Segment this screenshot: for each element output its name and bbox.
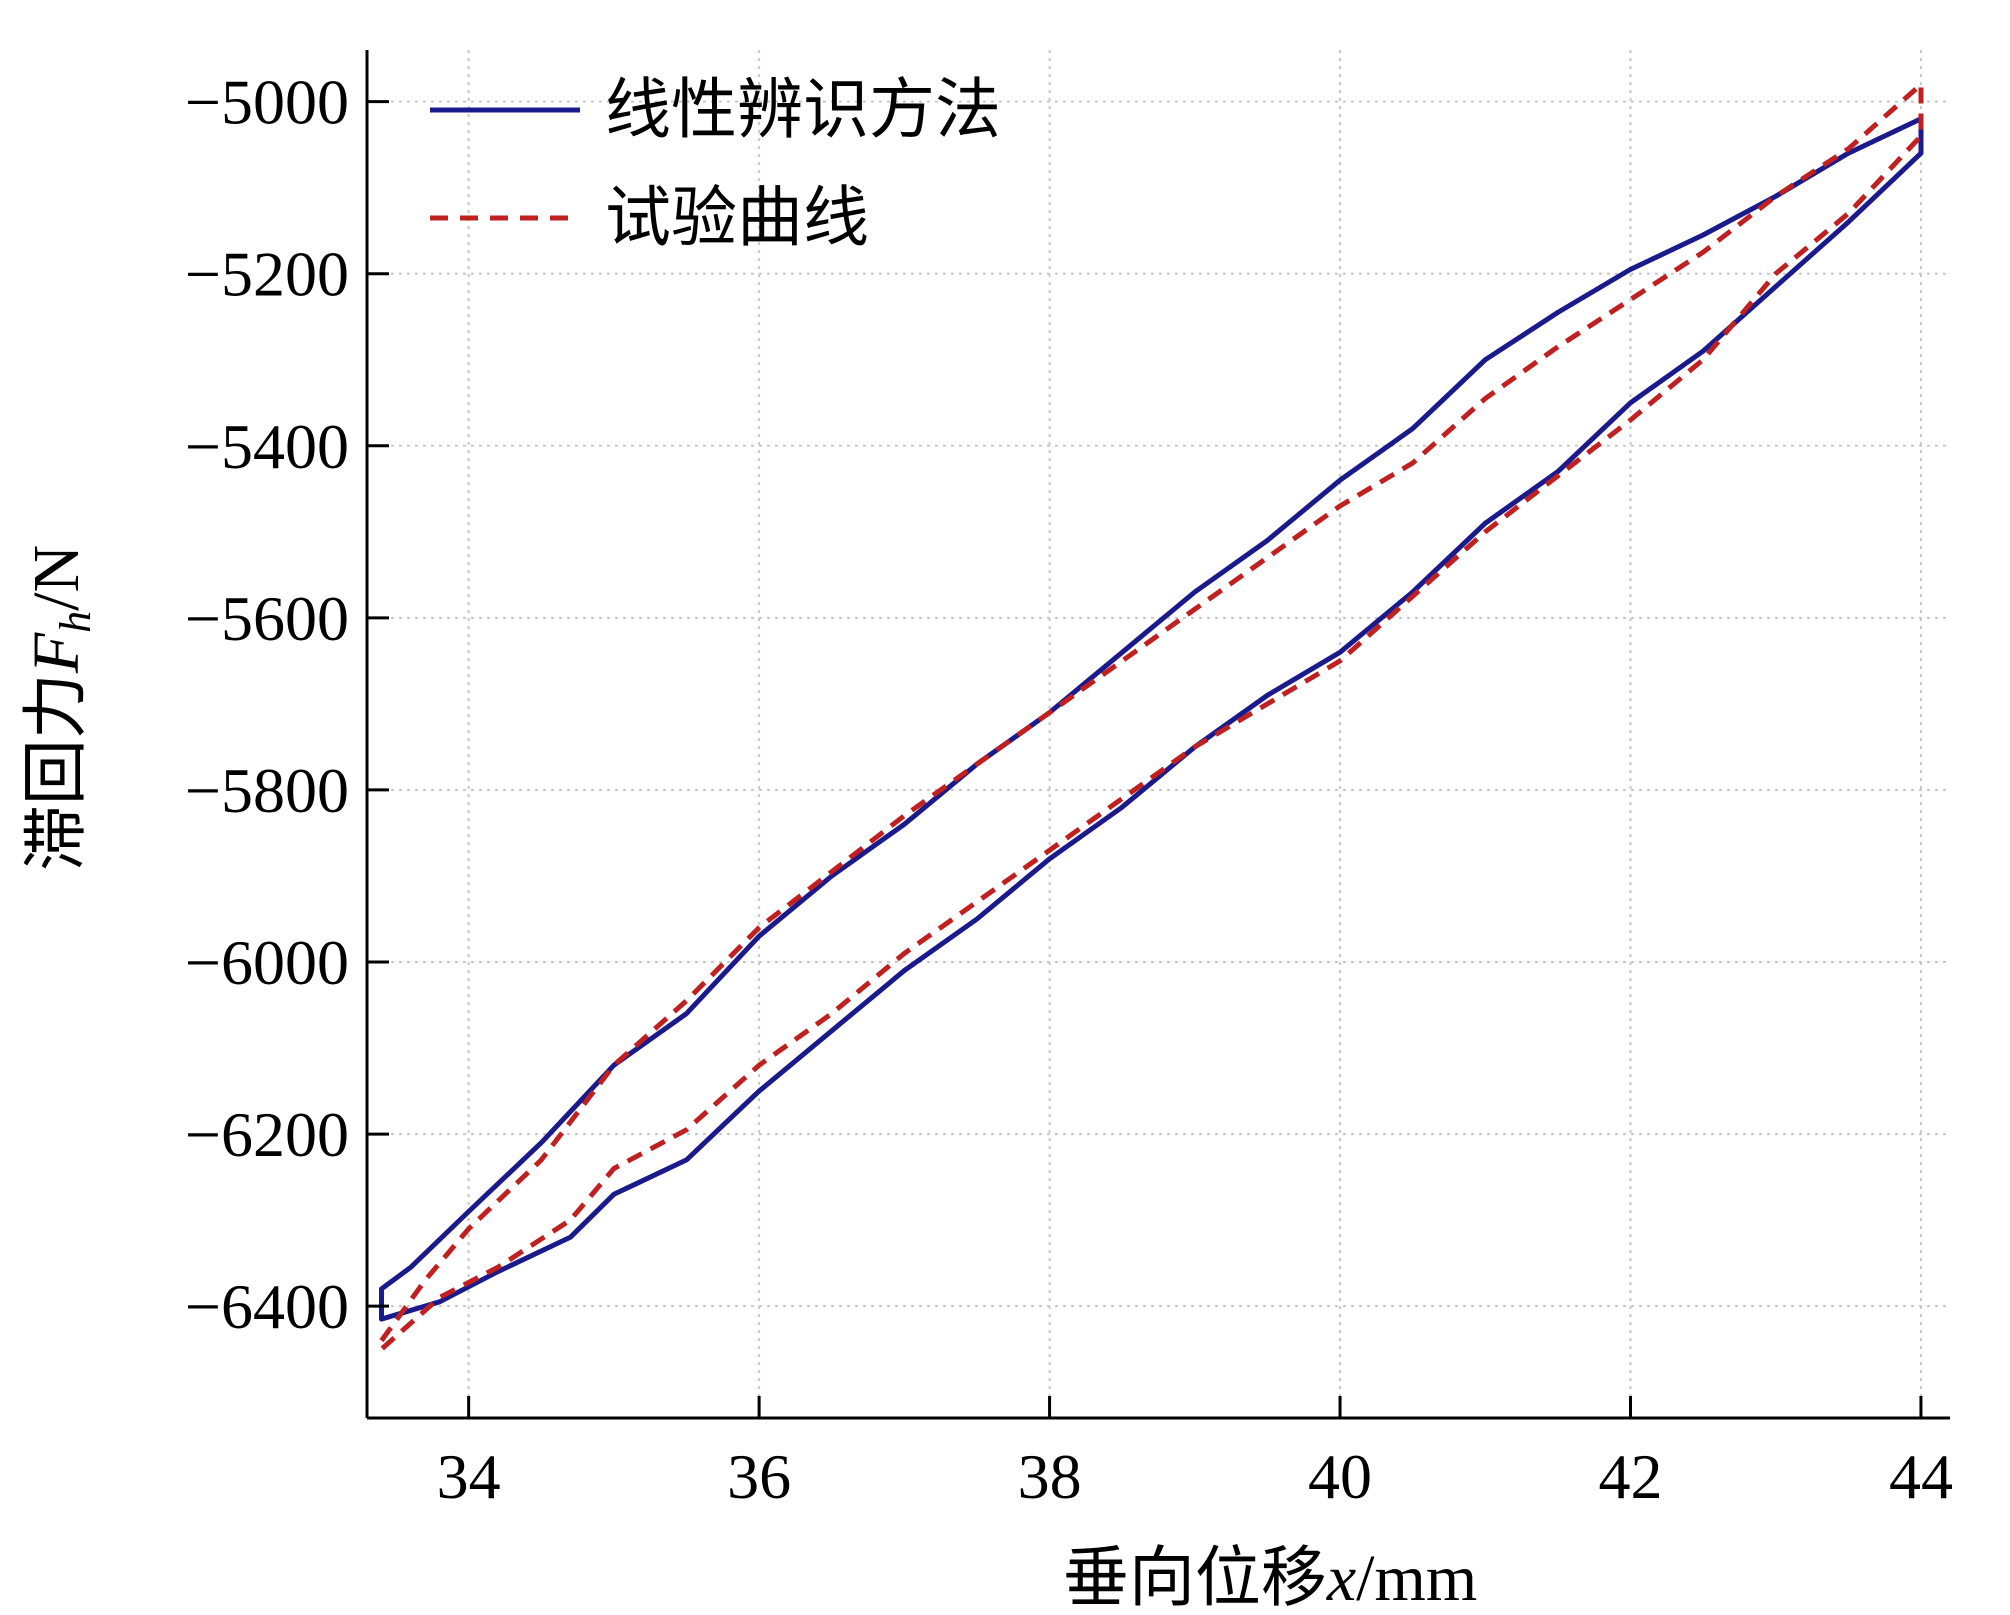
- x-axis-title: 垂向位移x/mm: [1063, 1539, 1477, 1615]
- y-axis-title-unit: /N: [20, 545, 93, 611]
- legend-label-test-curve: 试验曲线: [605, 179, 869, 256]
- tick-labels: 34 36 38 40 42 44 −5000 −5200 −5400 −5600 −5800 −60…: [185, 67, 1953, 1512]
- y-tick-label: −5600: [185, 583, 349, 654]
- x-axis-title-unit: /mm: [1356, 1542, 1477, 1615]
- series-linear-method-loop: [379, 116, 1924, 1322]
- y-tick-label: −5000: [185, 67, 349, 138]
- x-tick-label: 36: [727, 1441, 791, 1512]
- x-tick-label: 34: [437, 1441, 501, 1512]
- y-tick-label: −5800: [185, 755, 349, 826]
- legend-label-linear-method: 线性辨识方法: [605, 71, 1001, 148]
- y-axis-title-prefix: 滞回力: [17, 673, 94, 871]
- y-axis-title: 滞回力Fh/N: [17, 545, 100, 871]
- y-tick-label: −6000: [185, 927, 349, 998]
- y-tick-label: −5200: [185, 239, 349, 310]
- x-tick-label: 44: [1889, 1441, 1953, 1512]
- x-tick-label: 40: [1308, 1441, 1372, 1512]
- x-tick-label: 42: [1598, 1441, 1662, 1512]
- series-test-curve-loop: [379, 81, 1924, 1352]
- y-axis-title-var: F: [20, 632, 93, 674]
- x-axis-title-prefix: 垂向位移: [1063, 1539, 1327, 1615]
- plot-area: [379, 81, 1924, 1352]
- x-axis-title-var: x: [1326, 1542, 1356, 1615]
- legend: 线性辨识方法 试验曲线: [430, 71, 1001, 256]
- y-tick-label: −6200: [185, 1099, 349, 1170]
- x-tick-label: 38: [1018, 1441, 1082, 1512]
- axes: [365, 50, 1950, 1420]
- y-tick-label: −5400: [185, 411, 349, 482]
- y-axis-title-sub: h: [51, 611, 100, 633]
- y-tick-label: −6400: [185, 1271, 349, 1342]
